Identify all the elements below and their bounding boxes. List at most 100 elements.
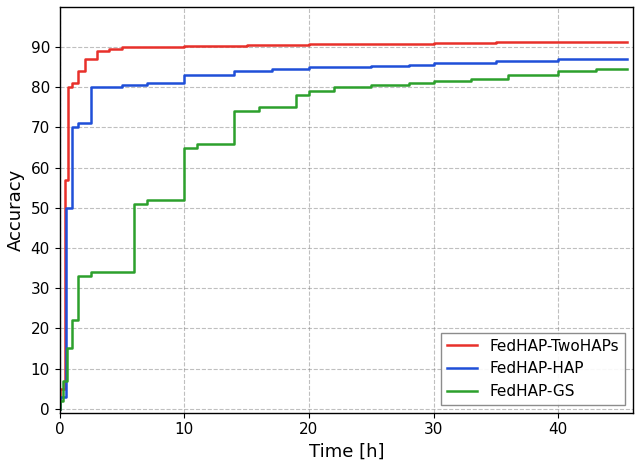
FedHAP-GS [63, 378, 71, 383]
FedHAP-GS [230, 141, 238, 146]
FedHAP-GS [230, 109, 238, 114]
FedHAP-GS [367, 85, 375, 90]
FedHAP-GS [429, 79, 437, 84]
FedHAP-GS [367, 82, 375, 88]
Line: FedHAP-GS: FedHAP-GS [60, 69, 627, 409]
FedHAP-HAP [68, 124, 76, 130]
FedHAP-GS [405, 82, 413, 88]
FedHAP-HAP [68, 205, 76, 211]
FedHAP-TwoHAPs [243, 43, 250, 49]
FedHAP-TwoHAPs [74, 80, 82, 86]
FedHAP-GS [131, 270, 138, 275]
FedHAP-HAP [429, 60, 437, 66]
FedHAP-GS [193, 141, 200, 146]
FedHAP-HAP [305, 66, 313, 72]
FedHAP-HAP [367, 63, 375, 69]
FedHAP-TwoHAPs [61, 386, 68, 391]
FedHAP-GS [68, 318, 76, 323]
FedHAP-GS [131, 201, 138, 207]
FedHAP-GS [56, 406, 63, 411]
FedHAP-HAP [367, 65, 375, 70]
FedHAP-GS [255, 109, 263, 114]
FedHAP-TwoHAPs [68, 85, 76, 90]
FedHAP-GS [592, 68, 600, 74]
FedHAP-TwoHAPs [623, 39, 630, 44]
FedHAP-GS [63, 346, 71, 351]
FedHAP-TwoHAPs [106, 48, 113, 54]
FedHAP-GS [180, 145, 188, 150]
FedHAP-HAP [118, 85, 126, 90]
FedHAP-GS [255, 104, 263, 110]
FedHAP-GS [330, 88, 338, 94]
FedHAP-HAP [405, 63, 413, 69]
FedHAP-GS [504, 73, 512, 78]
FedHAP-HAP [74, 124, 82, 130]
FedHAP-TwoHAPs [429, 40, 437, 46]
FedHAP-HAP [554, 58, 562, 64]
FedHAP-TwoHAPs [305, 42, 313, 48]
FedHAP-HAP [180, 73, 188, 78]
FedHAP-TwoHAPs [81, 56, 88, 62]
FedHAP-TwoHAPs [56, 406, 63, 411]
FedHAP-GS [554, 68, 562, 74]
FedHAP-TwoHAPs [118, 44, 126, 50]
FedHAP-HAP [62, 205, 70, 211]
FedHAP-GS [305, 93, 313, 98]
FedHAP-GS [467, 79, 475, 84]
FedHAP-GS [180, 197, 188, 203]
FedHAP-TwoHAPs [554, 39, 562, 45]
FedHAP-GS [74, 318, 82, 323]
FedHAP-TwoHAPs [180, 43, 188, 49]
FedHAP-TwoHAPs [65, 177, 72, 183]
FedHAP-HAP [623, 56, 630, 62]
FedHAP-HAP [87, 121, 95, 126]
FedHAP-HAP [268, 66, 275, 72]
FedHAP-TwoHAPs [93, 56, 101, 62]
FedHAP-TwoHAPs [81, 68, 88, 74]
FedHAP-HAP [56, 394, 64, 400]
FedHAP-TwoHAPs [243, 42, 250, 48]
FedHAP-GS [292, 93, 300, 98]
FedHAP-HAP [230, 68, 238, 74]
FedHAP-GS [592, 66, 600, 72]
FedHAP-HAP [405, 62, 413, 67]
FedHAP-GS [467, 76, 475, 82]
Line: FedHAP-TwoHAPs: FedHAP-TwoHAPs [60, 42, 627, 409]
FedHAP-GS [554, 73, 562, 78]
FedHAP-TwoHAPs [93, 48, 101, 54]
FedHAP-GS [405, 80, 413, 86]
FedHAP-GS [504, 76, 512, 82]
FedHAP-HAP [143, 80, 150, 86]
FedHAP-TwoHAPs [492, 40, 500, 46]
FedHAP-HAP [305, 65, 313, 70]
FedHAP-HAP [492, 60, 500, 66]
FedHAP-TwoHAPs [56, 406, 64, 411]
FedHAP-GS [74, 273, 82, 279]
FedHAP-TwoHAPs [143, 44, 150, 50]
FedHAP-GS [56, 398, 64, 403]
FedHAP-GS [60, 378, 67, 383]
FedHAP-HAP [74, 121, 82, 126]
FedHAP-GS [330, 85, 338, 90]
FedHAP-TwoHAPs [367, 41, 375, 46]
FedHAP-HAP [180, 80, 188, 86]
FedHAP-TwoHAPs [180, 44, 188, 50]
FedHAP-HAP [268, 68, 275, 74]
FedHAP-GS [87, 270, 95, 275]
FedHAP-HAP [230, 73, 238, 78]
FedHAP-TwoHAPs [305, 42, 313, 47]
FedHAP-TwoHAPs [106, 46, 113, 52]
FedHAP-HAP [118, 82, 126, 88]
FedHAP-GS [143, 201, 150, 207]
FedHAP-GS [292, 104, 300, 110]
FedHAP-HAP [56, 406, 64, 411]
FedHAP-HAP [56, 406, 63, 411]
FedHAP-TwoHAPs [143, 44, 150, 50]
FedHAP-TwoHAPs [118, 46, 126, 52]
X-axis label: Time [h]: Time [h] [308, 443, 384, 461]
FedHAP-TwoHAPs [554, 39, 562, 44]
FedHAP-TwoHAPs [367, 42, 375, 47]
FedHAP-HAP [429, 62, 437, 67]
FedHAP-TwoHAPs [65, 85, 72, 90]
FedHAP-TwoHAPs [74, 68, 82, 74]
